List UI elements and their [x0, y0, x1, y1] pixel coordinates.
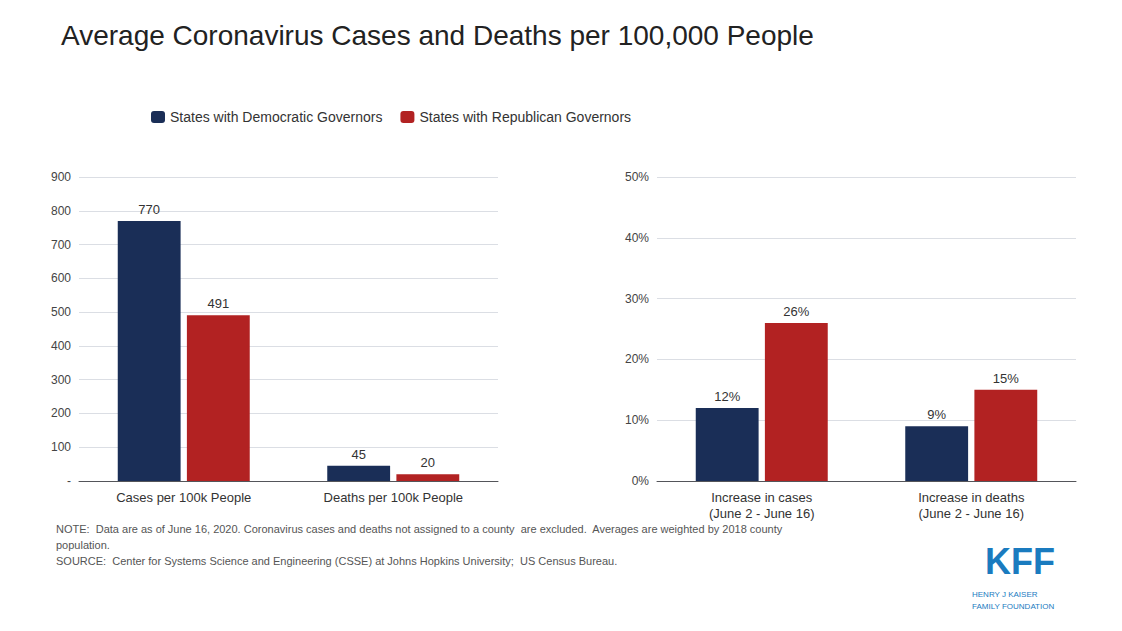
svg-text:50%: 50% [625, 170, 649, 184]
svg-text:400: 400 [51, 339, 71, 353]
svg-text:20: 20 [421, 455, 435, 470]
svg-text:30%: 30% [625, 292, 649, 306]
svg-text:HENRY J KAISER: HENRY J KAISER [972, 590, 1038, 599]
svg-text:States with Democratic Governo: States with Democratic Governors [170, 109, 382, 125]
svg-text:100: 100 [51, 440, 71, 454]
svg-text:0%: 0% [632, 474, 650, 488]
svg-text:Deaths per 100k People: Deaths per 100k People [324, 490, 463, 505]
svg-text:15%: 15% [993, 371, 1019, 386]
svg-text:200: 200 [51, 406, 71, 420]
svg-text:40%: 40% [625, 231, 649, 245]
svg-text:9%: 9% [927, 407, 946, 422]
svg-text:(June 2 - June 16): (June 2 - June 16) [918, 506, 1024, 521]
svg-text:491: 491 [207, 296, 229, 311]
svg-text:FAMILY FOUNDATION: FAMILY FOUNDATION [972, 602, 1054, 611]
svg-text:(June 2 - June 16): (June 2 - June 16) [709, 506, 815, 521]
svg-text:10%: 10% [625, 413, 649, 427]
svg-text:12%: 12% [714, 389, 740, 404]
svg-text:600: 600 [51, 271, 71, 285]
svg-text:45: 45 [351, 447, 365, 462]
svg-text:900: 900 [51, 170, 71, 184]
svg-text:20%: 20% [625, 352, 649, 366]
svg-text:Cases per 100k People: Cases per 100k People [116, 490, 251, 505]
svg-text:Increase in cases: Increase in cases [711, 490, 813, 505]
svg-text:770: 770 [138, 202, 160, 217]
svg-text:KFF: KFF [985, 541, 1055, 582]
svg-text:800: 800 [51, 204, 71, 218]
svg-text:-: - [67, 474, 71, 488]
svg-text:700: 700 [51, 238, 71, 252]
svg-text:population.: population. [56, 539, 110, 551]
svg-text:500: 500 [51, 305, 71, 319]
svg-text:300: 300 [51, 373, 71, 387]
svg-text:Increase in deaths: Increase in deaths [918, 490, 1025, 505]
svg-text:Average Coronavirus Cases and: Average Coronavirus Cases and Deaths per… [61, 20, 814, 51]
svg-text:NOTE: Data are as of June 16,: NOTE: Data are as of June 16, 2020. Coro… [56, 523, 783, 535]
svg-text:SOURCE: Center for Systems Sc: SOURCE: Center for Systems Science and E… [56, 555, 617, 567]
svg-text:States with Republican Governo: States with Republican Governors [419, 109, 631, 125]
svg-text:26%: 26% [783, 304, 809, 319]
